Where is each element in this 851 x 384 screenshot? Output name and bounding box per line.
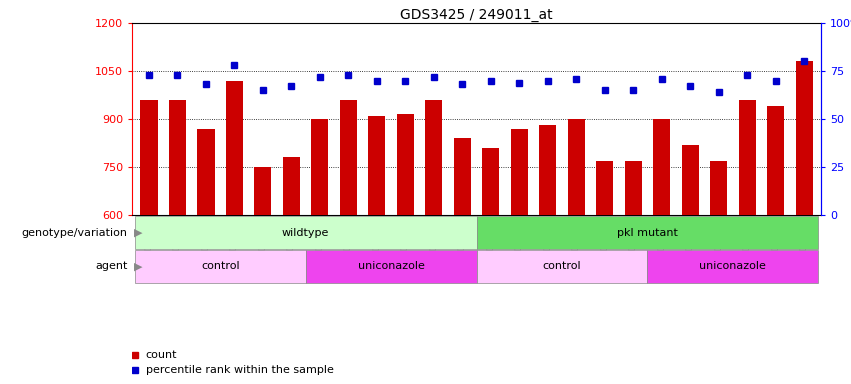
Text: control: control — [201, 261, 239, 271]
Text: pkl mutant: pkl mutant — [617, 227, 678, 238]
Bar — [197, 129, 214, 215]
Text: ▶: ▶ — [134, 261, 142, 271]
Bar — [568, 119, 585, 215]
Bar — [226, 81, 243, 215]
Bar — [739, 100, 756, 215]
Bar — [540, 126, 557, 215]
Bar — [397, 114, 414, 215]
Bar — [283, 157, 300, 215]
Bar — [710, 161, 728, 215]
Text: control: control — [543, 261, 581, 271]
Bar — [454, 138, 471, 215]
Bar — [648, 250, 819, 283]
Text: genotype/variation: genotype/variation — [21, 227, 128, 238]
Bar — [477, 250, 648, 283]
Bar — [311, 119, 328, 215]
Bar — [169, 100, 186, 215]
Bar — [140, 100, 157, 215]
Bar — [682, 145, 699, 215]
Bar — [426, 100, 443, 215]
Bar — [134, 216, 477, 249]
Text: ▶: ▶ — [134, 227, 142, 238]
Text: agent: agent — [95, 261, 128, 271]
Bar — [625, 161, 642, 215]
Bar — [654, 119, 671, 215]
Text: uniconazole: uniconazole — [357, 261, 425, 271]
Bar — [340, 100, 357, 215]
Bar — [306, 250, 477, 283]
Bar — [511, 129, 528, 215]
Bar — [134, 250, 306, 283]
Text: GDS3425 / 249011_at: GDS3425 / 249011_at — [400, 8, 553, 22]
Bar — [483, 148, 500, 215]
Bar — [368, 116, 386, 215]
Text: count: count — [146, 350, 177, 360]
Text: wildtype: wildtype — [282, 227, 329, 238]
Text: uniconazole: uniconazole — [700, 261, 767, 271]
Bar — [254, 167, 271, 215]
Bar — [767, 106, 784, 215]
Bar — [597, 161, 614, 215]
Bar — [796, 61, 813, 215]
Text: percentile rank within the sample: percentile rank within the sample — [146, 366, 334, 376]
Bar — [477, 216, 819, 249]
